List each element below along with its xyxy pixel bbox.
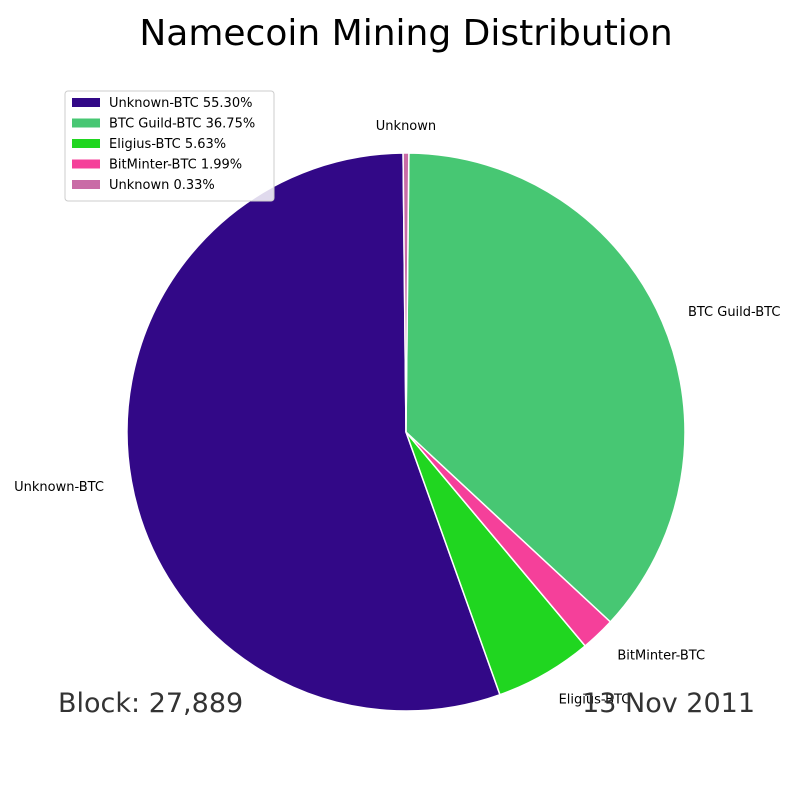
slice-label: Eligius-BTC [559, 692, 631, 707]
slice-labels: Unknown-BTC Eligius-BTC BitMinter-BTC BTC G… [14, 119, 780, 707]
legend-entry: BTC Guild-BTC 36.75% [109, 117, 255, 132]
legend-swatch [72, 180, 100, 189]
pie-slice-btc-guild-btc [405, 152, 686, 623]
block-number: Block: 27,889 [58, 688, 243, 719]
pie-slices [126, 152, 686, 712]
legend-entry: BitMinter-BTC 1.99% [109, 158, 242, 173]
legend: Unknown-BTC 55.30% BTC Guild-BTC 36.75% El… [64, 90, 275, 202]
legend-swatch [72, 139, 100, 148]
pie-slice-unknown [402, 152, 410, 433]
legend-box [64, 90, 275, 202]
slice-label: Unknown [376, 119, 436, 134]
legend-swatch [72, 118, 100, 128]
legend-entry: Eligius-BTC 5.63% [109, 137, 226, 152]
slice-label: BitMinter-BTC [617, 649, 705, 664]
date-label: 13 Nov 2011 [582, 688, 755, 719]
slice-label: Unknown-BTC [14, 480, 104, 495]
chart-title: Namecoin Mining Distribution [139, 13, 672, 54]
legend-swatch [72, 98, 100, 107]
slice-label: BTC Guild-BTC [688, 305, 781, 320]
legend-entry: Unknown 0.33% [109, 178, 215, 193]
legend-swatch [72, 159, 100, 169]
legend-entry: Unknown-BTC 55.30% [109, 96, 252, 111]
